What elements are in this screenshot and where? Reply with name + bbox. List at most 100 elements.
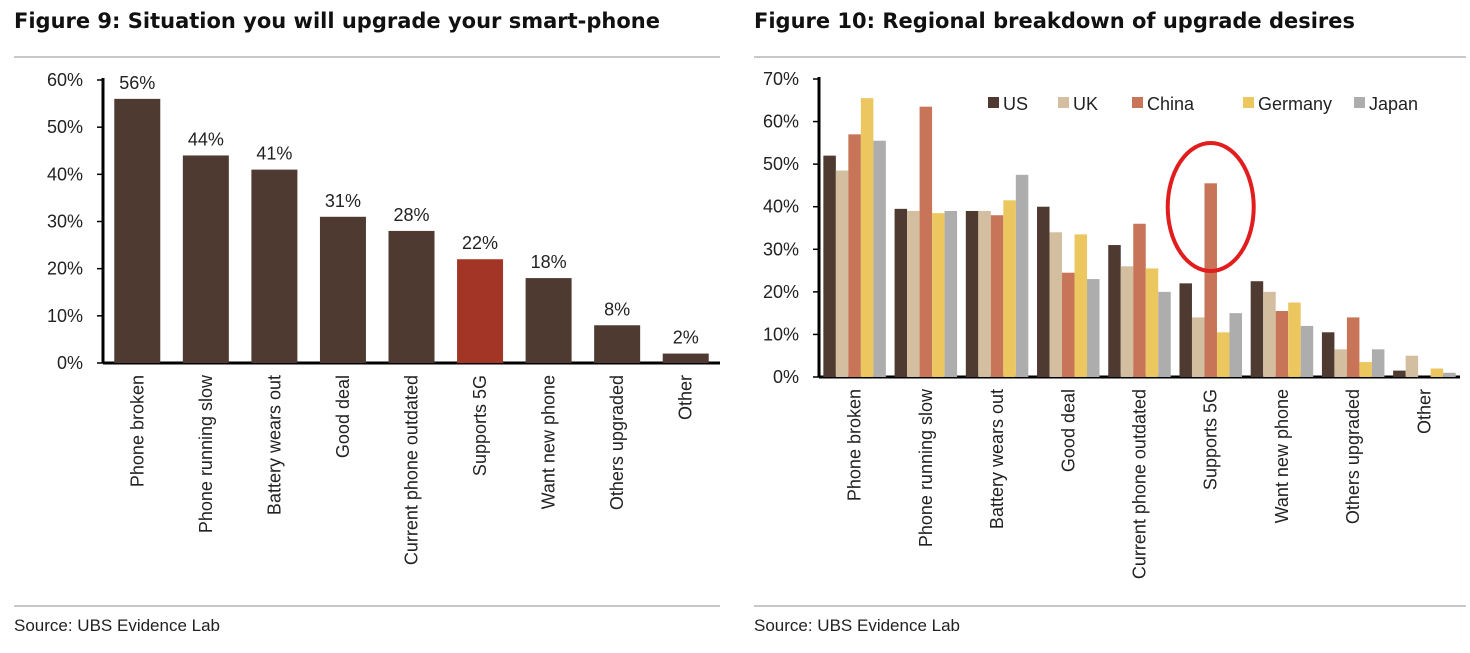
y-tick-label: 40%: [763, 197, 799, 217]
bar-others-upgraded-uk: [1334, 349, 1347, 377]
x-tick-label-others-upgraded: Others upgraded: [1343, 389, 1363, 524]
bar-battery-wears-out-uk: [978, 210, 991, 377]
bar-others-upgraded-japan: [1371, 349, 1385, 377]
bar-current-phone-outdated-japan: [1158, 291, 1171, 377]
bar-others-upgraded: [594, 325, 641, 363]
bar-others-upgraded-china: [1346, 317, 1360, 377]
legend-label-china: China: [1147, 94, 1195, 114]
data-label-other: 2%: [673, 328, 699, 348]
legend-item-uk: UK: [1058, 94, 1098, 114]
highlight-ellipse: [1165, 141, 1256, 273]
data-label-others-upgraded: 8%: [604, 299, 630, 319]
y-tick-label: 0%: [57, 353, 83, 373]
y-tick-label: 60%: [763, 112, 799, 132]
bar-current-phone-outdated: [388, 230, 435, 363]
bar-good-deal-japan: [1087, 279, 1100, 377]
bar-phone-running-slow: [182, 155, 229, 363]
y-tick-label: 70%: [763, 69, 799, 89]
bar-current-phone-outdated-china: [1133, 223, 1146, 377]
bar-phone-running-slow-germany: [932, 213, 945, 377]
figure-10-source: Source: UBS Evidence Lab: [754, 616, 961, 635]
bar-supports-5g-uk: [1191, 317, 1205, 377]
bar-battery-wears-out-germany: [1003, 200, 1016, 377]
y-tick-label: 20%: [47, 259, 83, 279]
legend-item-us: US: [988, 94, 1028, 114]
data-label-good-deal: 31%: [325, 191, 361, 211]
x-tick-label-supports-5g: Supports 5G: [1201, 389, 1221, 490]
bar-good-deal-uk: [1049, 232, 1063, 377]
y-tick-label: 30%: [763, 239, 799, 259]
y-tick-label: 10%: [763, 324, 799, 344]
x-tick-label-phone-running-slow: Phone running slow: [916, 388, 936, 547]
bar-phone-running-slow-japan: [944, 210, 958, 377]
figure-10-top-rule: [754, 56, 1466, 58]
bar-supports-5g-germany: [1216, 332, 1230, 377]
legend-swatch-china: [1132, 97, 1143, 108]
y-tick-label: 30%: [47, 212, 83, 232]
bar-want-new-phone-japan: [1300, 325, 1314, 377]
data-label-battery-wears-out: 41%: [256, 144, 292, 164]
y-tick-label: 40%: [47, 164, 83, 184]
figure-10-bottom-rule: [754, 605, 1466, 607]
bar-phone-running-slow-uk: [907, 210, 920, 377]
figure-10-title: Figure 10: Regional breakdown of upgrade…: [754, 9, 1356, 33]
bar-supports-5g-japan: [1229, 313, 1242, 377]
legend-swatch-germany: [1243, 97, 1254, 108]
data-label-want-new-phone: 18%: [531, 252, 567, 272]
legend-swatch-uk: [1058, 97, 1069, 108]
legend-item-germany: Germany: [1243, 94, 1332, 114]
x-tick-label-other: Other: [676, 375, 696, 420]
bar-battery-wears-out-us: [965, 210, 979, 377]
y-tick-label: 60%: [47, 70, 83, 90]
bar-current-phone-outdated-uk: [1120, 266, 1134, 377]
y-tick-label: 0%: [773, 367, 799, 387]
bar-want-new-phone-china: [1275, 311, 1289, 377]
bar-good-deal-germany: [1074, 234, 1088, 377]
figure-9-source: Source: UBS Evidence Lab: [14, 616, 221, 635]
bar-other: [662, 353, 709, 363]
legend-item-china: China: [1132, 94, 1195, 114]
x-tick-label-other: Other: [1414, 389, 1434, 434]
data-label-phone-broken: 56%: [119, 73, 155, 93]
data-label-phone-running-slow: 44%: [188, 129, 224, 149]
bar-phone-running-slow-us: [894, 208, 908, 377]
data-label-current-phone-outdated: 28%: [393, 205, 429, 225]
bar-others-upgraded-us: [1321, 332, 1335, 377]
y-tick-label: 50%: [47, 117, 83, 137]
legend-label-germany: Germany: [1258, 94, 1332, 114]
bar-battery-wears-out: [251, 169, 298, 363]
bar-want-new-phone-uk: [1263, 291, 1276, 377]
y-tick-label: 50%: [763, 154, 799, 174]
x-tick-label-phone-broken: Phone broken: [845, 389, 865, 501]
x-tick-label-current-phone-outdated: Current phone outdated: [1130, 389, 1150, 579]
x-tick-label-battery-wears-out: Battery wears out: [987, 389, 1007, 529]
bar-current-phone-outdated-germany: [1145, 268, 1159, 377]
bar-supports-5g-china: [1204, 183, 1217, 377]
bar-other-germany: [1430, 368, 1444, 377]
bar-good-deal: [319, 216, 366, 363]
legend-label-japan: Japan: [1369, 94, 1418, 114]
bar-supports-5g-us: [1179, 283, 1192, 377]
bar-phone-broken-china: [848, 134, 861, 377]
legend-swatch-japan: [1354, 97, 1365, 108]
figure-9-title: Figure 9: Situation you will upgrade you…: [14, 9, 660, 33]
bar-others-upgraded-germany: [1359, 362, 1372, 377]
bar-battery-wears-out-china: [990, 215, 1004, 377]
legend-label-us: US: [1003, 94, 1028, 114]
figure-10-panel: Figure 10: Regional breakdown of upgrade…: [740, 0, 1470, 653]
bar-good-deal-us: [1037, 206, 1050, 377]
bar-other-us: [1393, 370, 1406, 377]
x-tick-label-want-new-phone: Want new phone: [1272, 389, 1292, 523]
x-tick-label-good-deal: Good deal: [1058, 389, 1078, 472]
x-tick-label-phone-broken: Phone broken: [127, 375, 147, 487]
bar-want-new-phone-us: [1250, 281, 1264, 377]
bar-want-new-phone-germany: [1288, 302, 1301, 377]
figure-9-chart: 0% 10% 20% 30% 40% 50% 60% 56% Phone broken 44% Ph…: [47, 70, 720, 565]
data-label-supports-5g: 22%: [462, 233, 498, 253]
x-tick-label-battery-wears-out: Battery wears out: [264, 375, 284, 515]
x-tick-label-others-upgraded: Others upgraded: [607, 375, 627, 510]
legend-label-uk: UK: [1073, 94, 1098, 114]
bar-phone-broken-us: [823, 155, 836, 377]
y-tick-label: 20%: [763, 282, 799, 302]
figure-9-bottom-rule: [14, 605, 720, 607]
